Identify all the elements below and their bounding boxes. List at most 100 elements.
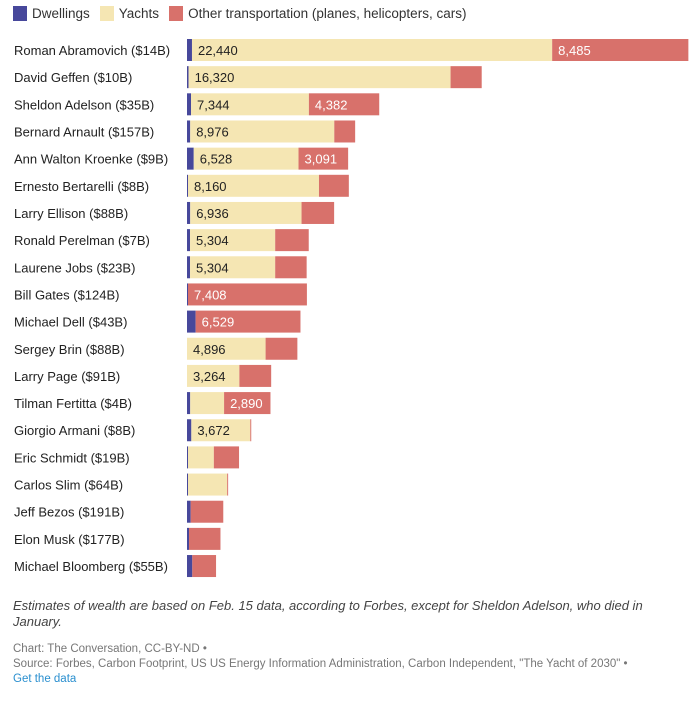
bar-yachts [190,120,335,143]
bar-dwellings [187,120,191,143]
category-label: Larry Ellison ($88B) [14,206,128,221]
data-label-other: 6,529 [202,315,235,330]
category-label: Giorgio Armani ($8B) [14,423,135,438]
bar-dwellings [187,147,194,170]
bar-dwellings [187,419,192,442]
bar-dwellings [187,229,191,252]
category-label: Elon Musk ($177B) [14,532,125,547]
category-label: Bill Gates ($124B) [14,287,120,302]
data-label-other: 4,382 [315,97,348,112]
legend-item-dwellings: Dwellings [13,6,90,21]
data-label-yachts: 6,528 [200,152,233,167]
legend: Dwellings Yachts Other transportation (p… [13,6,476,21]
bar-dwellings [187,93,192,116]
bar-other [188,283,307,306]
bar-other [301,201,335,224]
bar-other [227,473,229,496]
legend-item-other: Other transportation (planes, helicopter… [169,6,466,21]
category-label: Jeff Bezos ($191B) [14,505,124,520]
legend-label: Yachts [118,6,160,21]
bar-other [308,93,380,116]
bar-other [298,147,349,170]
category-label: Ernesto Bertarelli ($8B) [14,179,149,194]
bar-yachts [191,419,251,442]
category-label: Ann Walton Kroenke ($9B) [14,152,168,167]
category-label: Tilman Fertitta ($4B) [14,396,132,411]
bar-yachts [190,392,225,415]
bar-yachts [193,147,299,170]
bar-dwellings [187,66,189,89]
get-the-data-link[interactable]: Get the data [13,673,77,685]
credits: Chart: The Conversation, CC-BY-ND • Sour… [13,642,628,687]
data-label-other: 2,890 [230,396,263,411]
bar-dwellings [187,555,193,578]
data-label-yachts: 4,896 [193,342,226,357]
bar-other [265,337,298,360]
bar-yachts [190,256,276,279]
legend-swatch-yachts [99,6,114,21]
bar-other [239,364,272,387]
bar-other [275,256,307,279]
data-label-yachts: 6,936 [196,206,229,221]
data-label-yachts: 22,440 [198,43,238,58]
bar-yachts [188,66,451,89]
bar-other [190,500,224,523]
bar-other [189,527,221,550]
source-credit: Source: Forbes, Carbon Footprint, US US … [13,658,628,670]
legend-label: Other transportation (planes, helicopter… [188,6,467,21]
bar-other [192,555,217,578]
bar-yachts [188,174,319,197]
bar-yachts [187,364,240,387]
category-label: Laurene Jobs ($23B) [14,260,135,275]
bar-dwellings [187,500,191,523]
bar-chart: Roman Abramovich ($14B) 22,440 8,485 David … [14,39,689,578]
category-label: Bernard Arnault ($157B) [14,124,154,139]
category-label: Michael Bloomberg ($55B) [14,559,168,574]
bar-other [275,229,309,252]
bar-dwellings [187,446,188,469]
category-label: Larry Page ($91B) [14,369,120,384]
bar-dwellings [187,392,191,415]
category-label: Carlos Slim ($64B) [14,478,123,493]
data-label-yachts: 3,672 [197,423,230,438]
bar-yachts [191,39,553,61]
bar-other [318,174,349,197]
category-label: Sergey Brin ($88B) [14,342,125,357]
data-label-yachts: 16,320 [195,70,235,85]
bar-yachts [190,201,302,224]
data-label-yachts: 8,160 [194,179,227,194]
bar-other [250,419,252,442]
data-label-yachts: 5,304 [196,233,229,248]
bar-dwellings [187,473,188,496]
chart-note: Estimates of wealth are based on Feb. 15… [13,598,643,629]
legend-swatch-other [169,6,184,21]
bar-yachts [187,337,266,360]
bar-yachts [188,446,214,469]
category-label: Michael Dell ($43B) [14,315,127,330]
chart-credit: Chart: The Conversation, CC-BY-ND • [13,643,207,655]
legend-swatch-dwellings [13,6,27,21]
data-label-other: 7,408 [194,287,227,302]
data-label-yachts: 8,976 [196,124,229,139]
bar-other [224,392,271,415]
category-label: Roman Abramovich ($14B) [14,43,170,58]
bar-other [552,39,689,61]
bar-yachts [191,93,309,116]
data-label-other: 3,091 [305,152,338,167]
bar-dwellings [187,283,188,306]
data-label-yachts: 7,344 [197,97,230,112]
category-label: Eric Schmidt ($19B) [14,450,130,465]
category-label: Ronald Perelman ($7B) [14,233,150,248]
bar-dwellings [187,310,196,333]
bar-other [213,446,240,469]
bar-dwellings [187,201,191,224]
legend-label: Dwellings [32,6,90,21]
bar-dwellings [187,256,191,279]
category-label: Sheldon Adelson ($35B) [14,97,154,112]
bar-other [195,310,301,333]
bar-yachts [190,229,276,252]
bar-dwellings [187,527,190,550]
legend-item-yachts: Yachts [99,6,160,21]
bar-yachts [188,473,228,496]
bar-other [450,66,482,89]
